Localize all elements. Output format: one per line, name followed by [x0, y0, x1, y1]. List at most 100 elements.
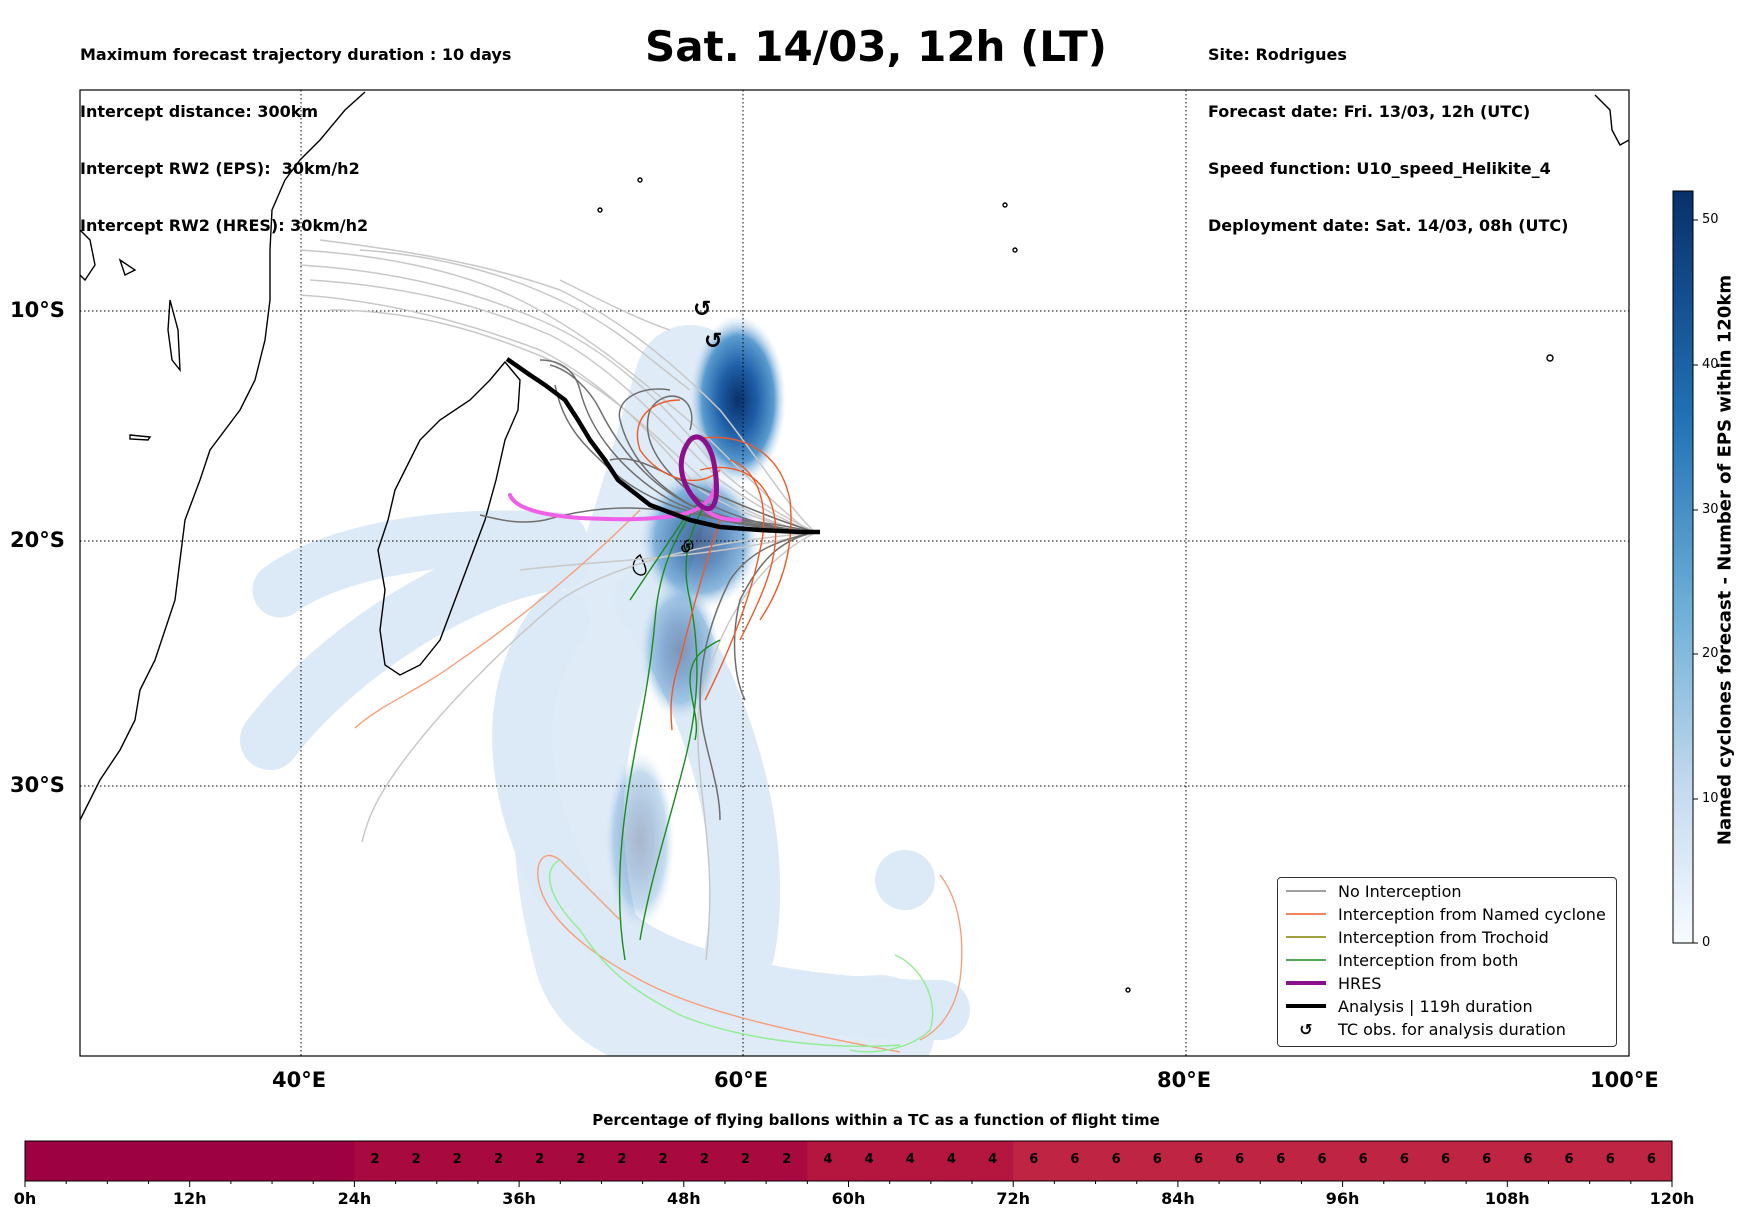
- percentage-cell: [107, 1141, 150, 1181]
- percentage-cell-value: 6: [1111, 1152, 1121, 1167]
- percentage-cell-value: 2: [411, 1152, 421, 1167]
- lon-tick-80: 80°E: [1157, 1068, 1212, 1092]
- colorbar-tick-label: 40: [1702, 357, 1719, 372]
- percentage-cell: [25, 1141, 67, 1181]
- tc-observation-icon: ↺: [1299, 1019, 1313, 1039]
- legend-label: Analysis | 119h duration: [1338, 996, 1533, 1016]
- percentage-bar-tick-label: 36h: [502, 1189, 536, 1208]
- map-title: Sat. 14/03, 12h (LT): [645, 22, 1107, 71]
- colorbar-tick-label: 0: [1702, 935, 1711, 950]
- colorbar-tick-label: 20: [1702, 646, 1719, 661]
- site-info: Site: Rodrigues Forecast date: Fri. 13/0…: [1208, 7, 1568, 254]
- percentage-cell: [1219, 1141, 1261, 1181]
- named-cyclone-trajectories-light: [354, 509, 963, 1053]
- tc-observation-icon: ↺ ↺ ↺: [680, 297, 722, 557]
- percentage-cell-value: 6: [1070, 1152, 1080, 1167]
- legend-label: Interception from Named cyclone: [1338, 904, 1606, 924]
- coastlines: [80, 91, 1629, 993]
- percentage-bar-tick-label: 60h: [831, 1189, 866, 1208]
- legend-label: TC obs. for analysis duration: [1338, 1019, 1566, 1039]
- percentage-cell-value: 2: [658, 1152, 668, 1167]
- percentage-bar-tick-label: 108h: [1484, 1189, 1530, 1208]
- colorbar: [1672, 190, 1694, 944]
- param-rw2-hres: Intercept RW2 (HRES): 30km/h2: [80, 216, 369, 235]
- percentage-cell: [395, 1141, 438, 1181]
- percentage-cell: [1095, 1141, 1138, 1181]
- lat-tick-10s: 10°S: [10, 298, 65, 322]
- percentage-cell: [1383, 1141, 1426, 1181]
- colorbar-tick-label: 50: [1702, 212, 1719, 227]
- legend-label: HRES: [1338, 973, 1382, 993]
- tc-obs-marker-2: ↺: [704, 329, 722, 354]
- percentage-cell-value: 4: [864, 1152, 874, 1167]
- colorbar-tick-label: 10: [1702, 791, 1719, 806]
- legend-label: Interception from both: [1338, 950, 1519, 970]
- percentage-cell-value: 6: [1029, 1152, 1039, 1167]
- legend: No Interception Interception from Named …: [1277, 877, 1617, 1047]
- percentage-cell: [601, 1141, 644, 1181]
- deployment-date: Deployment date: Sat. 14/03, 08h (UTC): [1208, 216, 1569, 235]
- legend-item: HRES: [1286, 972, 1381, 994]
- speed-function: Speed function: U10_speed_Helikite_4: [1208, 159, 1551, 178]
- percentage-bar-tick-label: 24h: [337, 1189, 372, 1208]
- percentage-cell: [272, 1141, 314, 1181]
- lat-tick-20s: 20°S: [10, 528, 65, 552]
- percentage-cell: [436, 1141, 479, 1181]
- eps-trajectories-dark: [479, 359, 816, 821]
- percentage-cell-value: 6: [1358, 1152, 1368, 1167]
- colorbar-tick-label: 30: [1702, 502, 1719, 517]
- percentage-bar: [25, 1141, 1673, 1181]
- percentage-bar-tick-label: 48h: [666, 1189, 701, 1208]
- percentage-cell: [560, 1141, 603, 1181]
- percentage-cell: [519, 1141, 561, 1181]
- colorbar-ticks: [1693, 219, 1698, 944]
- percentage-cell-value: 2: [699, 1152, 709, 1167]
- graticule: [80, 90, 1629, 1056]
- percentage-cell-value: 4: [905, 1152, 915, 1167]
- percentage-bar-ticks: [24, 1181, 1673, 1187]
- percentage-cell: [1260, 1141, 1303, 1181]
- percentage-cell-value: 2: [535, 1152, 545, 1167]
- param-duration: Maximum forecast trajectory duration : 1…: [80, 45, 512, 64]
- percentage-cell-value: 6: [1482, 1152, 1492, 1167]
- percentage-cell: [642, 1141, 685, 1181]
- percentage-cell-value: 2: [782, 1152, 792, 1167]
- percentage-cell-value: 6: [1193, 1152, 1204, 1167]
- tc-obs-marker-1: ↺: [693, 297, 711, 322]
- percentage-cell-value: 4: [823, 1152, 833, 1167]
- percentage-cell: [889, 1141, 932, 1181]
- percentage-cell: [972, 1141, 1014, 1181]
- lat-tick-30s: 30°S: [10, 773, 65, 797]
- lon-tick-60: 60°E: [714, 1068, 769, 1092]
- percentage-cell-value: 6: [1399, 1152, 1409, 1167]
- percentage-cell-value: 6: [1646, 1152, 1656, 1167]
- percentage-cell: [1507, 1141, 1550, 1181]
- trochoid-light-trajectories: [549, 859, 934, 1053]
- param-distance: Intercept distance: 300km: [80, 102, 319, 121]
- percentage-cell: [766, 1141, 808, 1181]
- percentage-cell: [230, 1141, 273, 1181]
- percentage-cell: [1013, 1141, 1055, 1181]
- legend-item: ↺ TC obs. for analysis duration: [1286, 1018, 1566, 1040]
- percentage-cell: [313, 1141, 355, 1181]
- percentage-bar-title: Percentage of flying ballons within a TC…: [592, 1111, 1160, 1129]
- percentage-cell-value: 2: [741, 1152, 751, 1167]
- site-name: Site: Rodrigues: [1208, 45, 1347, 64]
- eps-trajectories-light: [299, 239, 816, 961]
- percentage-cell-value: 6: [1152, 1152, 1162, 1167]
- percentage-cell: [477, 1141, 520, 1181]
- percentage-bar-tick-label: 120h: [1649, 1189, 1695, 1208]
- percentage-bar-tick-label: 12h: [172, 1189, 207, 1208]
- lon-tick-100: 100°E: [1590, 1068, 1659, 1092]
- percentage-cell: [724, 1141, 767, 1181]
- percentage-cell: [148, 1141, 191, 1181]
- percentage-cell-value: 6: [1564, 1152, 1574, 1167]
- legend-item: Interception from both: [1286, 949, 1518, 971]
- map-frame: [79, 89, 1630, 1057]
- percentage-cell: [354, 1141, 397, 1181]
- legend-item: Analysis | 119h duration: [1286, 995, 1533, 1017]
- percentage-cell: [930, 1141, 973, 1181]
- percentage-cell: [683, 1141, 726, 1181]
- percentage-cell-value: 2: [493, 1152, 504, 1167]
- legend-item: Interception from Trochoid: [1286, 926, 1549, 948]
